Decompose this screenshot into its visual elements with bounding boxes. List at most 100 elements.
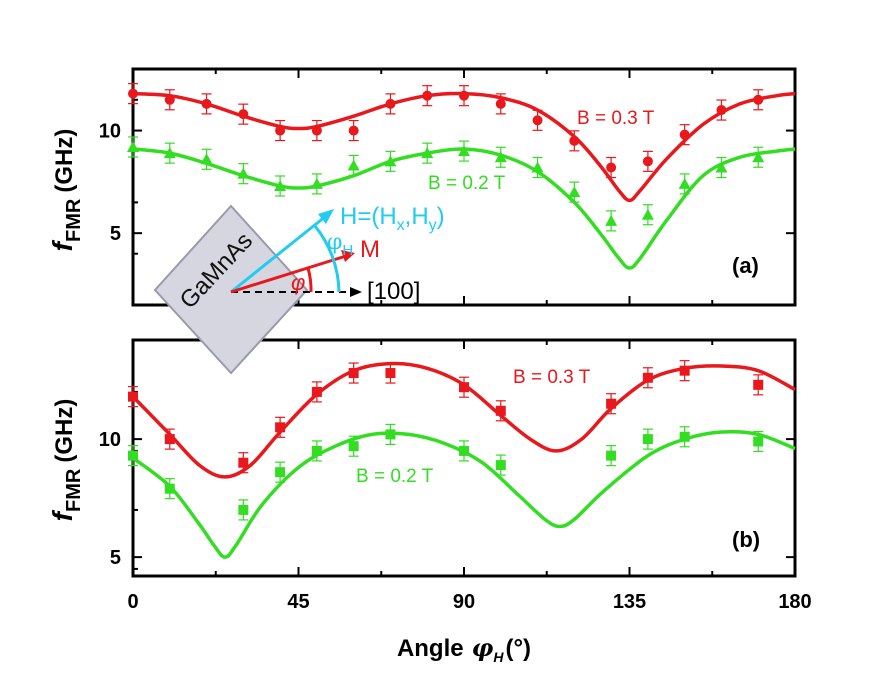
- data-point: [275, 119, 286, 142]
- data-point: [128, 445, 138, 467]
- data-point: [716, 99, 727, 121]
- data-point: [164, 478, 175, 500]
- data-point: [311, 381, 322, 403]
- data-point: [642, 367, 653, 389]
- panel-a-data-points: [127, 83, 765, 232]
- x-tick-label: 180: [778, 591, 811, 613]
- panel-a: 5 10 B = 0.3 T B = 0.2 T (a): [99, 67, 797, 307]
- y-tick-label: 10: [99, 121, 121, 143]
- data-point: [753, 374, 764, 396]
- data-point: [531, 156, 544, 179]
- sample-square: [153, 204, 309, 375]
- axis-100-label: [100]: [367, 278, 420, 305]
- data-point: [715, 156, 728, 179]
- data-point: [459, 85, 469, 107]
- y-tick-label: 5: [110, 547, 121, 569]
- data-point: [495, 400, 506, 422]
- data-point: [128, 386, 138, 408]
- data-point: [458, 140, 470, 162]
- data-point: [275, 461, 286, 483]
- geometry-inset: GaMnAs [100] H=(Hx,Hy) M φH φ: [153, 203, 445, 375]
- y-axis-label-b: fFMR(GHz): [47, 399, 85, 522]
- data-point: [200, 148, 213, 170]
- axis-100-arrowhead: [350, 287, 362, 297]
- phi-h-arc: [313, 225, 341, 293]
- h-vector-label: H=(Hx,Hy): [340, 203, 445, 234]
- series-label-b-03T: B = 0.3 T: [513, 367, 591, 388]
- data-point: [642, 428, 653, 450]
- phi-label: φ: [291, 270, 305, 295]
- h-vector: [230, 214, 327, 294]
- data-point: [348, 362, 359, 384]
- data-point: [532, 109, 543, 131]
- data-point: [238, 499, 249, 521]
- data-point: [753, 430, 764, 453]
- data-point: [606, 445, 617, 467]
- data-point: [641, 204, 654, 226]
- data-point: [568, 181, 581, 203]
- data-point: [753, 89, 764, 111]
- data-point: [385, 362, 396, 384]
- data-point: [678, 173, 691, 195]
- data-point: [679, 426, 690, 448]
- panel-b-ticks: 5 10 0 45 90 135 180: [99, 340, 812, 613]
- panel-b-data-points: [128, 360, 764, 521]
- data-point: [348, 435, 359, 457]
- data-point: [274, 175, 287, 197]
- data-point: [752, 146, 765, 168]
- data-point: [347, 154, 360, 177]
- data-point: [679, 360, 690, 382]
- data-point: [348, 119, 359, 142]
- data-point: [606, 156, 617, 179]
- series-label-a-03T: B = 0.3 T: [577, 108, 655, 129]
- data-point: [128, 83, 138, 105]
- data-point: [495, 454, 506, 476]
- y-tick-label: 5: [110, 223, 121, 245]
- data-point: [459, 440, 469, 462]
- data-point: [421, 142, 434, 164]
- x-tick-label: 135: [613, 591, 646, 613]
- data-point: [605, 210, 618, 232]
- m-arrowhead: [341, 250, 355, 262]
- h-arrowhead: [318, 209, 334, 224]
- data-point: [163, 142, 176, 164]
- x-tick-label: 90: [453, 591, 475, 613]
- data-point: [275, 416, 286, 438]
- data-point: [494, 146, 507, 168]
- data-point: [201, 93, 212, 115]
- data-point: [642, 150, 653, 172]
- data-point: [238, 103, 249, 125]
- data-point: [237, 163, 250, 185]
- data-point: [422, 85, 433, 107]
- m-vector-label: M: [360, 236, 380, 263]
- data-point: [459, 376, 469, 398]
- data-point: [385, 93, 396, 115]
- data-point: [385, 423, 396, 445]
- series-label-a-02T: B = 0.2 T: [428, 173, 506, 194]
- phi-arc: [306, 267, 313, 293]
- panel-b: 5 10 0 45 90 135 180 B = 0.3 T B = 0.2 T (b): [99, 338, 812, 613]
- y-tick-label: 10: [99, 429, 121, 451]
- data-point: [311, 119, 322, 142]
- data-point: [127, 136, 139, 158]
- x-axis-label: Angle φH(°): [397, 633, 531, 665]
- data-point: [495, 93, 506, 115]
- panel-a-label: (a): [732, 253, 759, 278]
- y-axis-label-a: fFMR(GHz): [47, 129, 85, 252]
- data-point: [311, 440, 322, 462]
- x-tick-label: 45: [287, 591, 309, 613]
- data-point: [679, 124, 690, 146]
- series-label-b-02T: B = 0.2 T: [356, 466, 434, 487]
- data-point: [164, 428, 175, 450]
- panel-b-label: (b): [732, 527, 760, 552]
- data-point: [569, 130, 580, 152]
- fit-curve-b-1: [131, 429, 796, 559]
- data-point: [310, 173, 323, 195]
- m-vector: [230, 254, 347, 294]
- data-point: [238, 452, 249, 474]
- data-point: [164, 89, 175, 111]
- phi-h-label: φH: [327, 230, 353, 259]
- data-point: [384, 150, 397, 172]
- x-tick-label: 0: [127, 591, 138, 613]
